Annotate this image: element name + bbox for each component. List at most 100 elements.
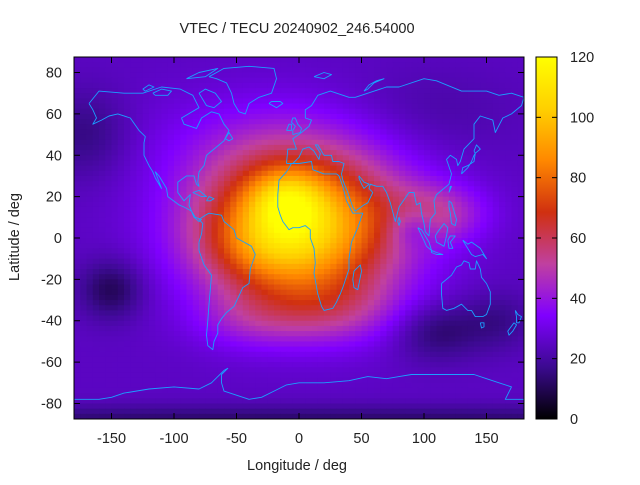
- heat-cell: [255, 367, 262, 373]
- heat-cell: [424, 57, 431, 63]
- heat-cell: [362, 114, 369, 120]
- heat-cell: [293, 321, 300, 327]
- heat-cell: [330, 269, 337, 275]
- heat-cell: [299, 228, 306, 234]
- heat-cell: [355, 140, 362, 146]
- heat-cell: [155, 217, 162, 223]
- heat-cell: [380, 367, 387, 373]
- heat-cell: [218, 176, 225, 182]
- heat-cell: [193, 362, 200, 368]
- heat-cell: [168, 254, 175, 260]
- heat-cell: [299, 357, 306, 363]
- heat-cell: [443, 378, 450, 384]
- heat-cell: [318, 336, 325, 342]
- heat-cell: [474, 378, 481, 384]
- heat-cell: [174, 109, 181, 115]
- heat-cell: [218, 331, 225, 337]
- heat-cell: [118, 403, 125, 409]
- heat-cell: [449, 217, 456, 223]
- heat-cell: [405, 326, 412, 332]
- heat-cell: [387, 248, 394, 254]
- heat-cell: [87, 367, 94, 373]
- heat-cell: [505, 73, 512, 79]
- heat-cell: [374, 62, 381, 68]
- heat-cell: [74, 140, 81, 146]
- heat-cell: [205, 326, 212, 332]
- heat-cell: [330, 367, 337, 373]
- heat-cell: [137, 57, 144, 63]
- heat-cell: [437, 212, 444, 218]
- heat-cell: [230, 109, 237, 115]
- heat-cell: [255, 274, 262, 280]
- heat-cell: [312, 67, 319, 73]
- heat-cell: [399, 135, 406, 141]
- heat-cell: [243, 129, 250, 135]
- heat-cell: [368, 109, 375, 115]
- heat-cell: [130, 393, 137, 399]
- heat-cell: [105, 140, 112, 146]
- heat-cell: [249, 310, 256, 316]
- heat-cell: [187, 372, 194, 378]
- heat-cell: [199, 341, 206, 347]
- heat-cell: [280, 145, 287, 151]
- heat-cell: [224, 228, 231, 234]
- heat-cell: [499, 378, 506, 384]
- heat-cell: [255, 341, 262, 347]
- heat-cell: [393, 135, 400, 141]
- heat-cell: [505, 150, 512, 156]
- heat-cell: [280, 78, 287, 84]
- heat-cell: [268, 331, 275, 337]
- heat-cell: [187, 357, 194, 363]
- heat-cell: [162, 212, 169, 218]
- heat-cell: [330, 372, 337, 378]
- heat-cell: [149, 300, 156, 306]
- heat-cell: [405, 383, 412, 389]
- heat-cell: [87, 155, 94, 161]
- heat-cell: [212, 269, 219, 275]
- heat-cell: [387, 217, 394, 223]
- heat-cell: [287, 341, 294, 347]
- heat-cell: [124, 176, 131, 182]
- heat-cell: [393, 243, 400, 249]
- heat-cell: [399, 57, 406, 63]
- heat-cell: [387, 160, 394, 166]
- heat-cell: [412, 114, 419, 120]
- heat-cell: [493, 114, 500, 120]
- heat-cell: [180, 217, 187, 223]
- heat-cell: [462, 114, 469, 120]
- heat-cell: [412, 341, 419, 347]
- heat-cell: [305, 362, 312, 368]
- heat-cell: [374, 321, 381, 327]
- heat-cell: [512, 352, 519, 358]
- heat-cell: [374, 378, 381, 384]
- heat-cell: [480, 212, 487, 218]
- heat-cell: [162, 326, 169, 332]
- heat-cell: [193, 398, 200, 404]
- heat-cell: [105, 357, 112, 363]
- heat-cell: [280, 191, 287, 197]
- heat-cell: [74, 269, 81, 275]
- heat-cell: [349, 357, 356, 363]
- heat-cell: [318, 233, 325, 239]
- heat-cell: [305, 197, 312, 203]
- heat-cell: [468, 176, 475, 182]
- heat-cell: [287, 310, 294, 316]
- heat-cell: [174, 114, 181, 120]
- heat-cell: [305, 393, 312, 399]
- heat-cell: [437, 150, 444, 156]
- heat-cell: [324, 367, 331, 373]
- heat-cell: [374, 362, 381, 368]
- heat-cell: [274, 259, 281, 265]
- heat-cell: [293, 109, 300, 115]
- heat-cell: [293, 181, 300, 187]
- heat-cell: [112, 398, 119, 404]
- heat-cell: [124, 228, 131, 234]
- heat-cell: [124, 98, 131, 104]
- heat-cell: [305, 93, 312, 99]
- heat-cell: [74, 259, 81, 265]
- heat-cell: [430, 140, 437, 146]
- heat-cell: [143, 409, 150, 415]
- heat-cell: [499, 295, 506, 301]
- heat-cell: [318, 254, 325, 260]
- heat-cell: [243, 409, 250, 415]
